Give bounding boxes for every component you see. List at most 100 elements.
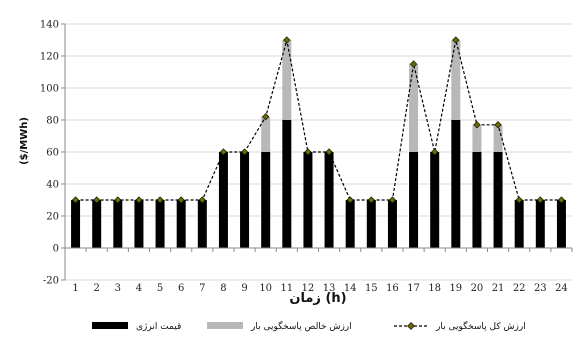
line-point	[283, 36, 291, 44]
bar-energy-price	[409, 152, 419, 248]
bar-net-dr-value	[409, 64, 419, 152]
x-tick-label: 17	[407, 283, 420, 294]
legend-item-line: ارزش کل پاسخگویی بار	[394, 320, 526, 332]
bar-energy-price	[282, 120, 292, 248]
bar-energy-price	[218, 152, 228, 248]
bar-net-dr-value	[282, 40, 292, 120]
line-point	[515, 196, 523, 204]
bar-energy-price	[92, 200, 102, 248]
x-tick-label: 23	[534, 283, 547, 294]
x-tick-label: 5	[157, 283, 163, 294]
x-tick-label: 24	[555, 283, 568, 294]
line-point	[536, 196, 544, 204]
x-tick-label: 1	[72, 283, 78, 294]
legend-item-net: ارزش خالص پاسخگویی بار	[207, 320, 352, 332]
line-point	[93, 196, 101, 204]
bar-net-dr-value	[472, 124, 482, 152]
x-tick-label: 6	[178, 283, 184, 294]
y-tick-label: 140	[40, 20, 59, 31]
x-tick-label: 20	[471, 283, 484, 294]
line-point	[325, 148, 333, 156]
bar-energy-price	[451, 120, 461, 248]
legend-label-net: ارزش خالص پاسخگویی بار	[250, 320, 352, 332]
x-tick-label: 9	[241, 283, 247, 294]
line-point	[494, 121, 502, 129]
bar-energy-price	[240, 152, 250, 248]
line-point	[346, 196, 354, 204]
bar-energy-price	[556, 200, 566, 248]
bar-energy-price	[345, 200, 355, 248]
line-point	[219, 148, 228, 156]
x-tick-label: 16	[386, 283, 399, 294]
x-tick-label: 18	[428, 283, 441, 294]
x-tick-label: 10	[259, 283, 272, 294]
x-tick-label: 19	[449, 283, 462, 294]
line-point	[240, 148, 249, 156]
bar-energy-price	[197, 200, 207, 248]
x-axis-label: زمان (h)	[289, 291, 346, 306]
bar-energy-price	[71, 200, 81, 248]
line-point	[198, 196, 206, 204]
bar-energy-price	[387, 200, 397, 248]
bar-energy-price	[113, 200, 123, 248]
y-tick-label: 60	[46, 148, 59, 159]
line-point	[431, 148, 439, 156]
line-point	[114, 196, 122, 204]
bar-energy-price	[155, 200, 165, 248]
bar-energy-price	[261, 152, 271, 248]
line-point	[557, 196, 566, 204]
legend-label-total: ارزش کل پاسخگویی بار	[435, 320, 526, 332]
x-tick-label: 7	[199, 283, 205, 294]
line-point	[71, 196, 80, 204]
line-point	[367, 196, 375, 204]
line-point	[304, 148, 312, 156]
legend-item-energy: قیمت انرژی	[92, 322, 181, 332]
y-tick-labels: -20 0 20 40 60 80 100 120 140	[40, 20, 59, 287]
bar-energy-price	[366, 200, 376, 248]
bar-energy-price	[514, 200, 524, 248]
line-point	[452, 36, 460, 44]
bar-energy-price	[324, 152, 334, 248]
axes	[61, 23, 573, 281]
x-tick-label: 2	[94, 283, 100, 294]
y-tick-label: 80	[46, 116, 59, 127]
y-tick-label: 100	[40, 84, 59, 95]
y-tick-label: 0	[53, 244, 59, 255]
line-point	[409, 60, 418, 68]
bar-energy-price	[303, 152, 313, 248]
y-tick-label: 20	[46, 212, 59, 223]
x-tick-label: 12	[302, 283, 315, 294]
bar-net-dr-value	[493, 124, 503, 152]
y-tick-label: 40	[46, 180, 59, 191]
bar-energy-price	[430, 152, 440, 248]
line-point	[388, 196, 397, 204]
y-tick-label: 120	[40, 52, 59, 63]
line-point	[262, 113, 270, 121]
line-point	[177, 196, 185, 204]
x-tick-label: 14	[344, 283, 357, 294]
bar-energy-price	[535, 200, 545, 248]
bar-energy-price	[493, 152, 503, 248]
x-tick-label: 13	[323, 283, 336, 294]
bar-net-dr-value	[451, 40, 461, 120]
line-point	[156, 196, 164, 204]
x-tick-label: 8	[220, 283, 226, 294]
bar-energy-price	[134, 200, 144, 248]
x-tick-label: 21	[492, 283, 505, 294]
bar-energy-price	[472, 152, 482, 248]
y-axis-label: ($/MWh)	[19, 117, 30, 165]
bar-net-dr-value	[261, 116, 271, 152]
bar-energy-price	[176, 200, 186, 248]
x-tick-label: 22	[513, 283, 526, 294]
x-tick-labels: 1 2 3 4 5 6 7 8 9 10 11 12 13 14 15 16 17 18 19 20 21 22 23 24	[72, 283, 567, 294]
x-tick-label: 3	[115, 283, 121, 294]
line-point	[135, 196, 143, 204]
x-tick-label: 11	[280, 283, 293, 294]
y-tick-label: -20	[43, 276, 59, 287]
x-tick-label: 15	[365, 283, 378, 294]
legend: ارزش کل پاسخگویی بار ارزش خالص پاسخگویی …	[92, 320, 526, 332]
x-tick-label: 4	[136, 283, 142, 294]
bars	[71, 40, 566, 248]
total-value-line	[71, 36, 566, 204]
